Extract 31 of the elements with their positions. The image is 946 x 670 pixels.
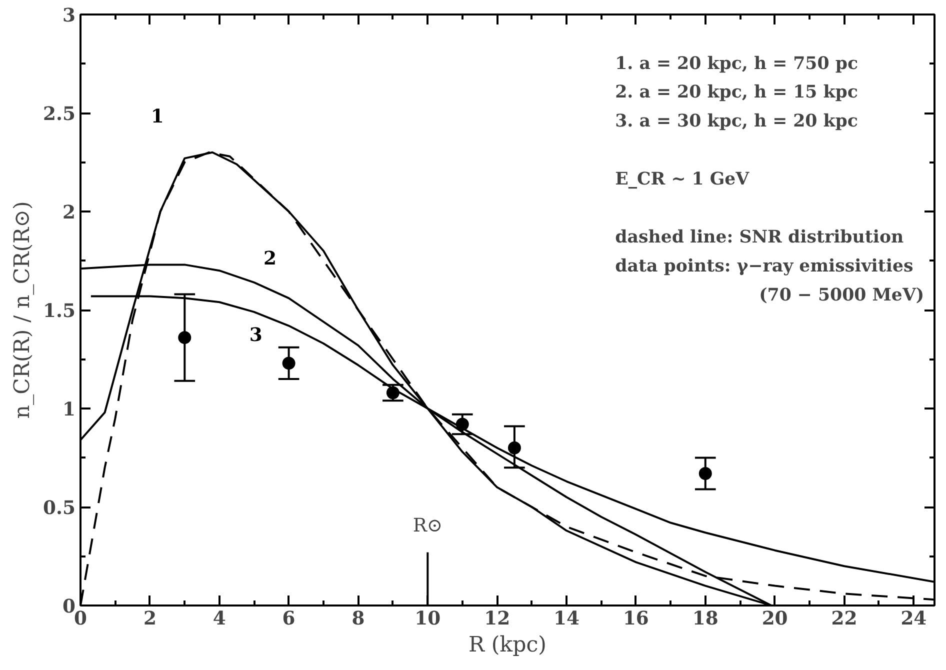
x-tick-label: 14: [554, 608, 580, 630]
x-tick-label: 24: [900, 608, 927, 630]
x-axis-title: R (kpc): [468, 632, 547, 658]
x-tick-label: 2: [143, 608, 156, 630]
x-tick-label: 16: [622, 608, 649, 630]
ref-line-label: R⊙: [412, 515, 443, 536]
y-tick-label: 2.5: [43, 103, 76, 125]
x-tick-label: 18: [692, 608, 718, 630]
annotation: 2. a = 20 kpc, h = 15 kpc: [615, 82, 858, 103]
y-tick-label: 1: [62, 398, 76, 420]
series-label: 2: [263, 248, 276, 270]
x-tick-label: 10: [414, 608, 441, 630]
x-tick-label: 8: [352, 608, 365, 630]
y-tick-label: 2: [62, 202, 76, 224]
annotation: (70 − 5000 MeV): [759, 285, 924, 306]
annotation: 1. a = 20 kpc, h = 750 pc: [615, 54, 858, 74]
y-tick-label: 1.5: [43, 300, 76, 322]
y-tick-label: 3: [62, 4, 76, 26]
annotation: data points: γ−ray emissivities: [615, 256, 914, 276]
annotation: E_CR ~ 1 GeV: [615, 170, 750, 190]
y-tick-label: 0.5: [43, 497, 76, 519]
x-tick-label: 20: [762, 608, 788, 630]
x-tick-label: 22: [831, 608, 858, 630]
x-tick-label: 6: [282, 608, 296, 630]
series-label: 1: [150, 105, 164, 128]
y-axis-title: n_CR(R) / n_CR(R⊙): [10, 201, 36, 419]
series-label: 3: [249, 324, 262, 346]
x-tick-label: 12: [484, 608, 510, 630]
annotation: dashed line: SNR distribution: [615, 228, 904, 248]
x-tick-label: 4: [212, 608, 226, 630]
annotation: 3. a = 30 kpc, h = 20 kpc: [615, 112, 858, 132]
